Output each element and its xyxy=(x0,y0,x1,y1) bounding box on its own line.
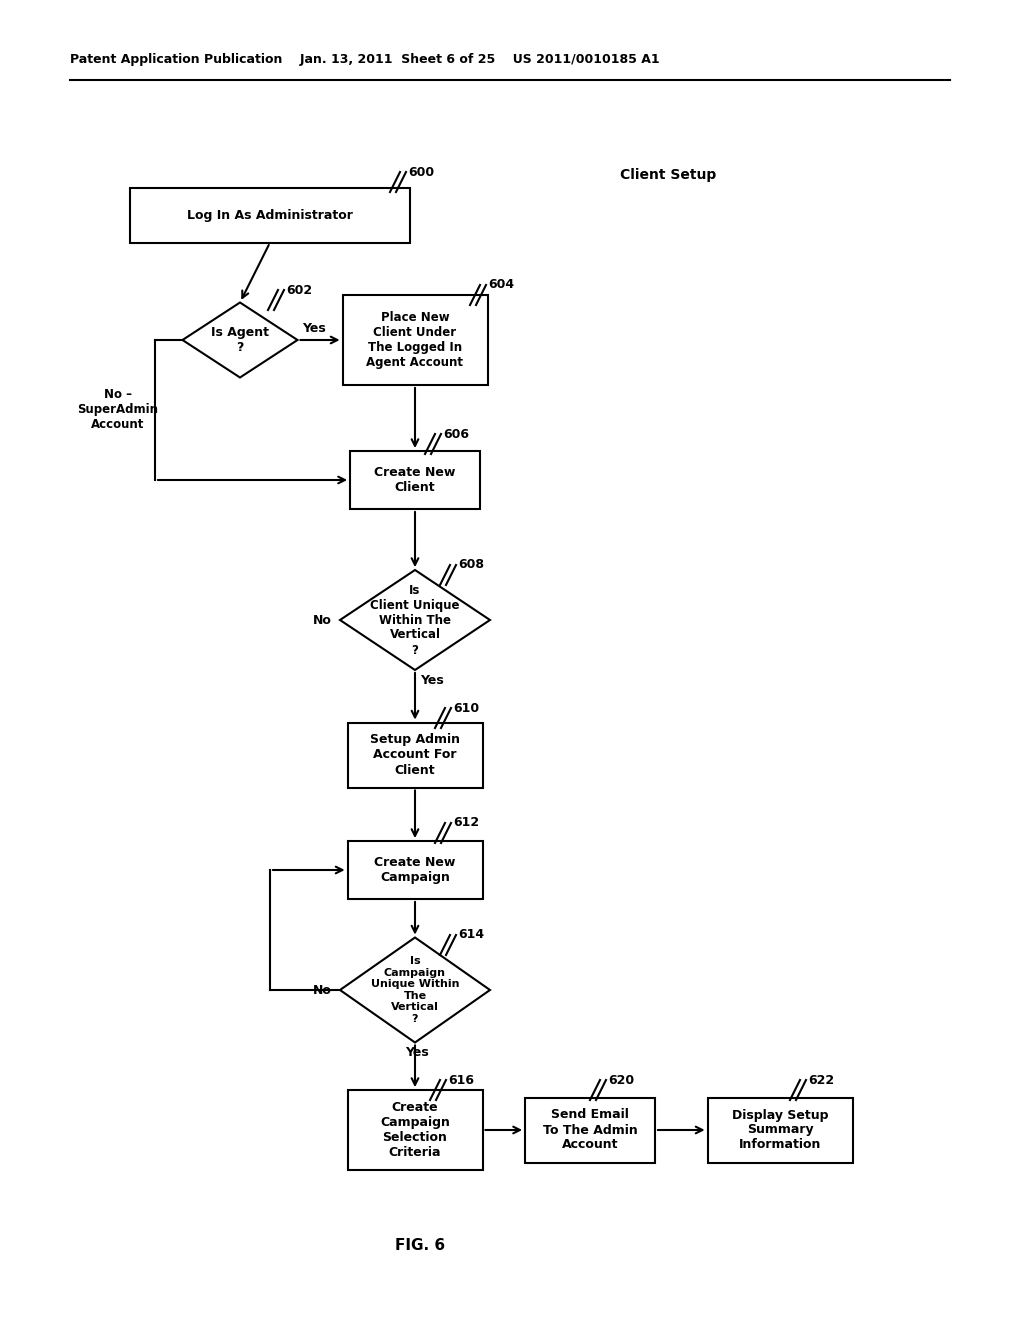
Text: Is Agent
?: Is Agent ? xyxy=(211,326,269,354)
Text: 622: 622 xyxy=(808,1073,835,1086)
Text: 610: 610 xyxy=(453,701,479,714)
Bar xyxy=(347,722,482,788)
Text: Is
Campaign
Unique Within
The
Vertical
?: Is Campaign Unique Within The Vertical ? xyxy=(371,956,459,1024)
Text: Yes: Yes xyxy=(406,1045,429,1059)
Bar xyxy=(347,1090,482,1170)
Polygon shape xyxy=(340,937,490,1043)
Text: 602: 602 xyxy=(286,284,312,297)
Polygon shape xyxy=(182,302,298,378)
Text: No: No xyxy=(313,614,332,627)
Text: 614: 614 xyxy=(458,928,484,941)
Text: 600: 600 xyxy=(408,165,434,178)
Polygon shape xyxy=(340,570,490,671)
Text: Create New
Campaign: Create New Campaign xyxy=(375,855,456,884)
Text: Yes: Yes xyxy=(302,322,327,334)
Text: Send Email
To The Admin
Account: Send Email To The Admin Account xyxy=(543,1109,637,1151)
Text: Client Setup: Client Setup xyxy=(620,168,716,182)
Bar xyxy=(708,1097,853,1163)
Bar xyxy=(130,187,410,243)
Text: No –
SuperAdmin
Account: No – SuperAdmin Account xyxy=(78,388,159,432)
Text: 612: 612 xyxy=(453,817,479,829)
Text: Yes: Yes xyxy=(420,673,443,686)
Bar xyxy=(342,294,487,385)
Text: FIG. 6: FIG. 6 xyxy=(395,1238,445,1253)
Text: Display Setup
Summary
Information: Display Setup Summary Information xyxy=(732,1109,828,1151)
Text: Is
Client Unique
Within The
Vertical
?: Is Client Unique Within The Vertical ? xyxy=(371,583,460,656)
Text: 606: 606 xyxy=(443,428,469,441)
Bar xyxy=(350,451,480,510)
Text: Setup Admin
Account For
Client: Setup Admin Account For Client xyxy=(370,734,460,776)
Text: No: No xyxy=(313,983,332,997)
Text: 616: 616 xyxy=(449,1073,474,1086)
Text: 604: 604 xyxy=(488,279,514,292)
Text: Log In As Administrator: Log In As Administrator xyxy=(187,209,353,222)
Text: Create New
Client: Create New Client xyxy=(375,466,456,494)
Bar xyxy=(525,1097,655,1163)
Text: 620: 620 xyxy=(608,1073,634,1086)
Text: 608: 608 xyxy=(458,558,484,572)
Text: Patent Application Publication    Jan. 13, 2011  Sheet 6 of 25    US 2011/001018: Patent Application Publication Jan. 13, … xyxy=(70,54,659,66)
Text: Place New
Client Under
The Logged In
Agent Account: Place New Client Under The Logged In Age… xyxy=(367,312,464,370)
Bar xyxy=(347,841,482,899)
Text: Create
Campaign
Selection
Criteria: Create Campaign Selection Criteria xyxy=(380,1101,450,1159)
